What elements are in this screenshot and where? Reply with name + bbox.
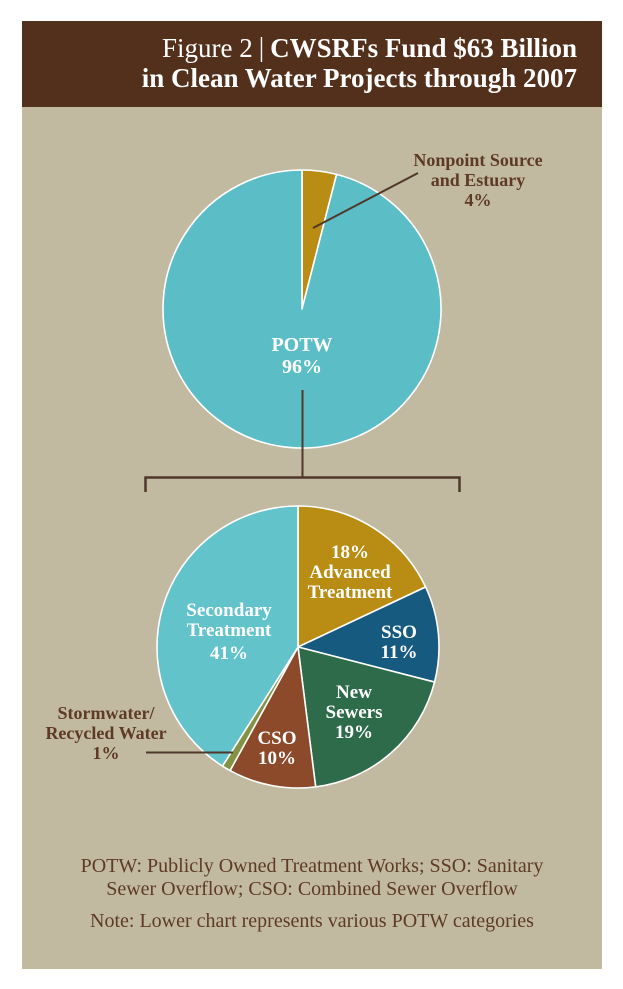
pie-slice-secondary-treatment bbox=[156, 505, 299, 767]
pie-slice-potw bbox=[162, 169, 442, 449]
label-secondary-line3: 41% bbox=[210, 643, 248, 664]
figure-title-line1: Figure 2 | CWSRFs Fund $63 Billion bbox=[22, 32, 577, 63]
label-stormwater-line2: Recycled Water bbox=[45, 723, 167, 743]
label-new-sewers-line3: 19% bbox=[334, 722, 373, 743]
bracket bbox=[144, 476, 461, 492]
figure-header: Figure 2 | CWSRFs Fund $63 Billion in Clea… bbox=[22, 21, 602, 107]
label-sso-line1: SSO bbox=[381, 622, 417, 643]
figure-title-line2: in Clean Water Projects through 2007 bbox=[141, 63, 577, 93]
pie-slice-cso bbox=[229, 646, 317, 789]
label-potw: POTW 96% bbox=[271, 334, 332, 378]
label-stormwater-line1: Stormwater/ bbox=[57, 703, 155, 723]
label-potw-line1: POTW bbox=[271, 334, 333, 356]
label-cso-line2: 10% bbox=[257, 748, 296, 769]
footer-note: Note: Lower chart represents various POT… bbox=[90, 910, 534, 932]
label-advanced-line1: 18% bbox=[331, 542, 369, 563]
pie-slice-sso bbox=[297, 586, 440, 683]
label-stormwater: Stormwater/ Recycled Water 1% bbox=[45, 703, 166, 763]
footer-abbr-line2: Sewer Overflow; CSO: Combined Sewer Over… bbox=[106, 878, 518, 900]
top-pie bbox=[162, 169, 442, 449]
label-nonpoint-line1: Nonpoint Source bbox=[413, 150, 543, 170]
label-advanced-line3: Treatment bbox=[307, 582, 393, 603]
title-separator: | bbox=[258, 32, 265, 62]
pie-slice-new-sewers bbox=[297, 646, 436, 788]
label-nonpoint-line2: and Estuary bbox=[430, 170, 526, 190]
figure-title-bold: CWSRFs Fund $63 Billion bbox=[270, 33, 577, 63]
footer-abbr-line1: POTW: Publicly Owned Treatment Works; SS… bbox=[80, 855, 544, 877]
label-secondary-line1: Secondary bbox=[186, 600, 272, 621]
label-new-sewers: New Sewers 19% bbox=[326, 683, 383, 743]
label-cso-line1: CSO bbox=[257, 728, 297, 749]
pie-slice-advanced-treatment bbox=[297, 505, 427, 648]
label-new-sewers-line1: New bbox=[336, 682, 372, 703]
label-sso: SSO 11% bbox=[381, 623, 418, 663]
footer: POTW: Publicly Owned Treatment Works; SS… bbox=[22, 855, 602, 933]
label-nonpoint: Nonpoint Source and Estuary 4% bbox=[413, 150, 542, 210]
figure-number: Figure 2 bbox=[162, 33, 253, 63]
label-secondary-treatment: Secondary Treatment 41% bbox=[186, 601, 272, 664]
label-potw-line2: 96% bbox=[282, 356, 322, 378]
bottom-pie bbox=[156, 505, 440, 789]
label-advanced-treatment: 18% Advanced Treatment bbox=[308, 543, 393, 603]
label-advanced-line2: Advanced bbox=[309, 562, 391, 583]
label-cso: CSO 10% bbox=[257, 729, 296, 769]
label-stormwater-line3: 1% bbox=[92, 743, 120, 763]
label-sso-line2: 11% bbox=[380, 642, 418, 663]
label-nonpoint-line3: 4% bbox=[464, 190, 492, 210]
label-new-sewers-line2: Sewers bbox=[325, 702, 383, 723]
nonpoint-callout-line bbox=[312, 172, 419, 229]
label-secondary-line2: Treatment bbox=[186, 620, 272, 641]
